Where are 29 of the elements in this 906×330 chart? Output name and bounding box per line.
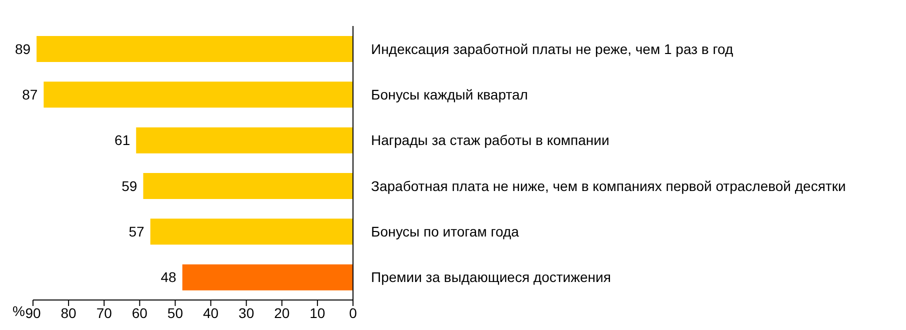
x-tick-label: 20 xyxy=(274,304,290,321)
x-tick-label: 70 xyxy=(96,304,112,321)
x-tick-label: 40 xyxy=(202,304,219,321)
y-tick-label: Бонусы каждый квартал xyxy=(371,86,528,102)
x-tick-label: 50 xyxy=(167,304,184,321)
bar xyxy=(44,82,353,108)
y-tick-label: Индексация заработной платы не реже, чем 1 раз в год xyxy=(371,40,734,57)
y-tick-label: Бонусы по итогам года xyxy=(371,223,520,240)
x-tick-label: 80 xyxy=(60,304,77,321)
x-tick-label: 10 xyxy=(310,304,326,321)
bar xyxy=(36,36,353,62)
data-label: 89 xyxy=(14,40,31,57)
bar xyxy=(182,264,353,290)
data-label: 61 xyxy=(114,132,130,148)
data-label: 57 xyxy=(128,224,145,240)
x-tick-label: 90 xyxy=(25,304,41,321)
x-tick-label: 0 xyxy=(349,304,358,321)
x-tick-label: 60 xyxy=(132,304,148,321)
y-tick-label: Награды за стаж работы в компании xyxy=(371,132,610,148)
x-axis-title: % xyxy=(12,302,25,319)
bar xyxy=(143,173,353,199)
bar xyxy=(150,218,353,245)
bar xyxy=(136,127,353,154)
x-tick-label: 30 xyxy=(238,304,254,321)
data-label: 87 xyxy=(22,86,38,103)
y-tick-label: Заработная плата не ниже, чем в компаниях первой отраслевой десятки xyxy=(371,178,846,194)
y-tick-label: Премии за выдающиеся достижения xyxy=(371,269,611,286)
data-label: 59 xyxy=(122,178,138,194)
data-label: 48 xyxy=(160,269,177,286)
